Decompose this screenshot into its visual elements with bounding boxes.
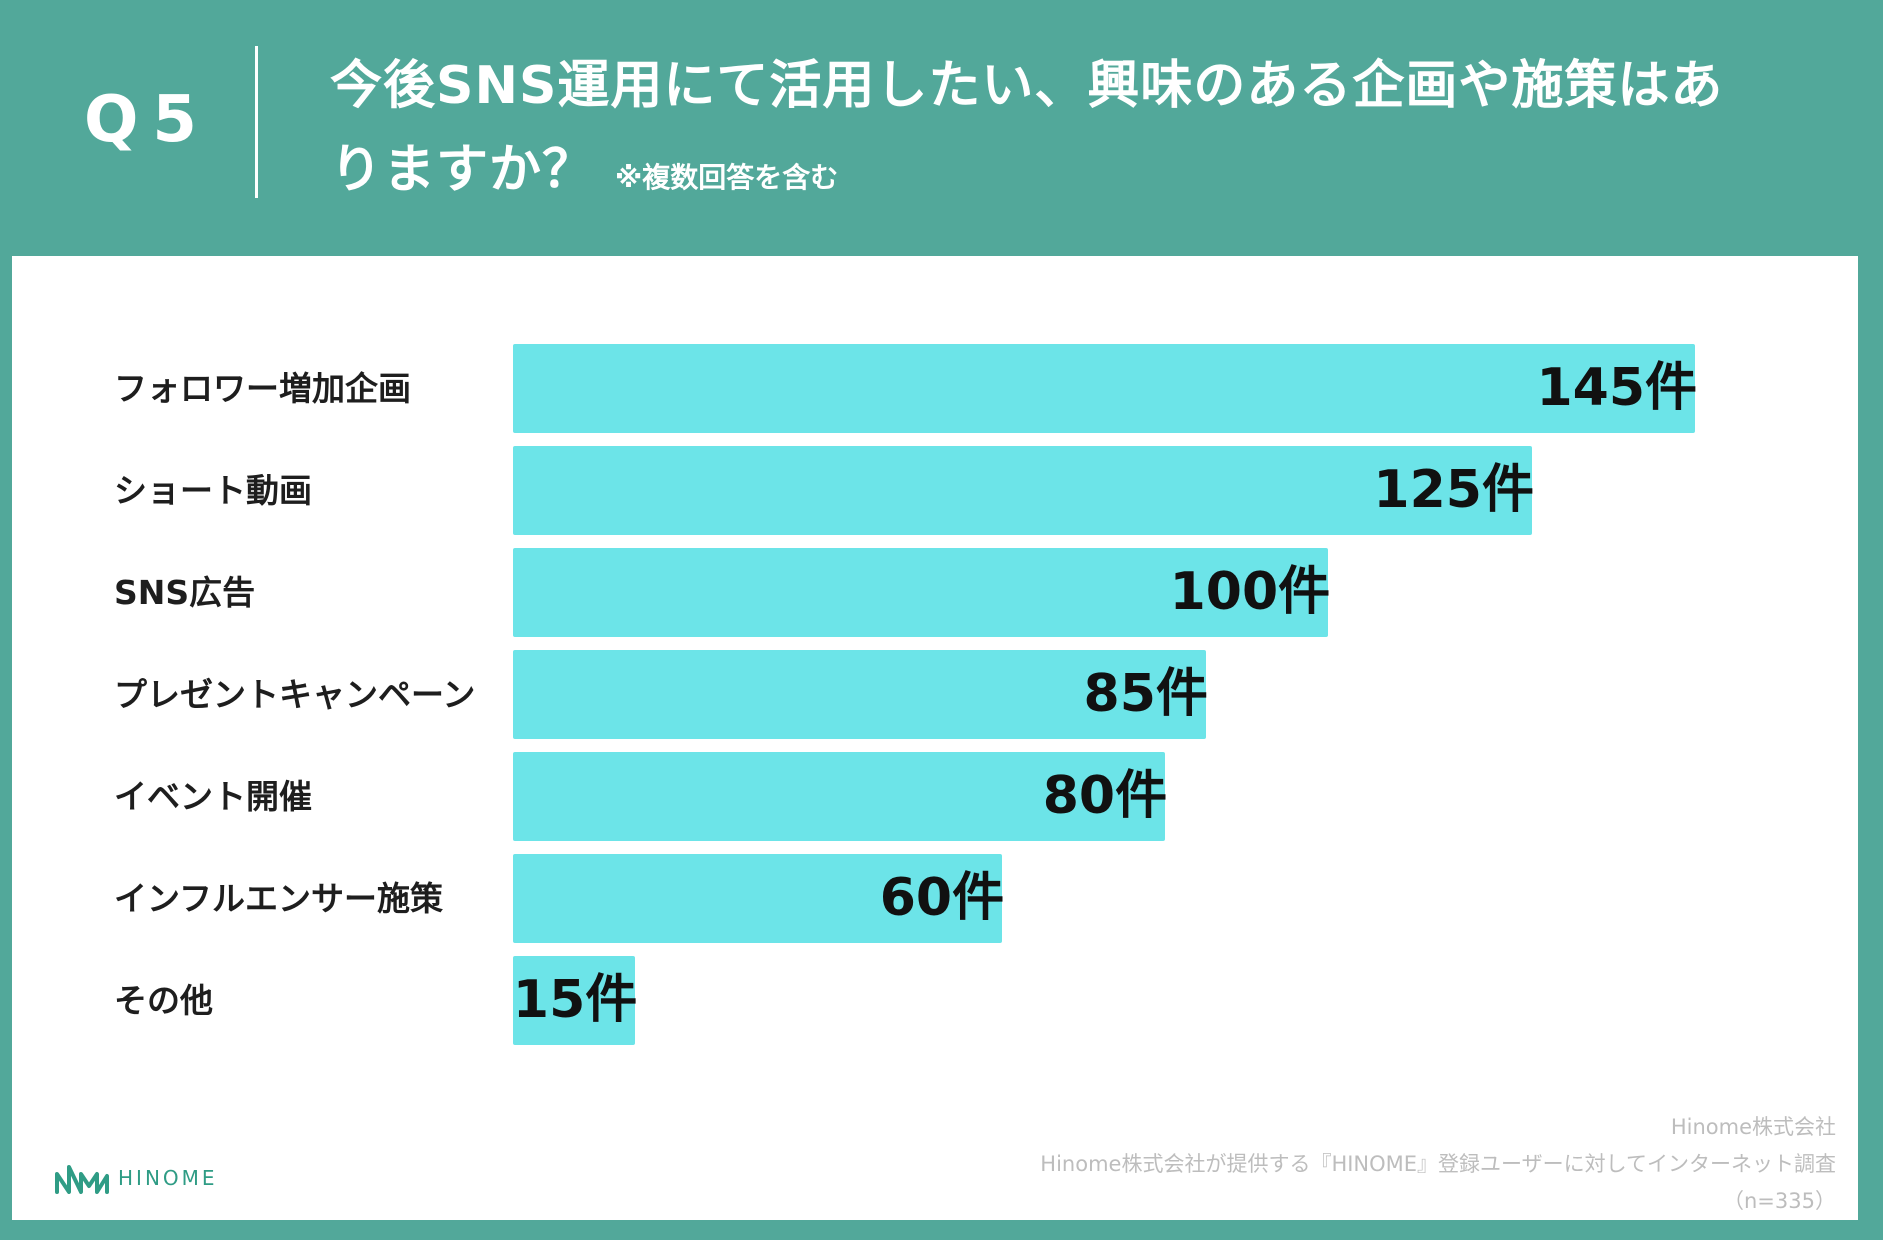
category-label: イベント開催	[114, 777, 312, 816]
value-label: 145件	[1536, 358, 1697, 418]
value-label: 60件	[879, 868, 1005, 928]
hinome-logo-icon	[55, 1165, 109, 1194]
bar	[513, 650, 1206, 739]
bar	[513, 344, 1695, 433]
category-label: プレゼントキャンペーン	[114, 675, 476, 714]
value-label: 15件	[512, 970, 638, 1030]
bar	[513, 446, 1532, 535]
bar	[513, 548, 1329, 637]
bar	[513, 854, 1003, 943]
category-label: その他	[114, 981, 213, 1020]
question-number: Q5	[84, 83, 211, 157]
value-label: 85件	[1083, 664, 1208, 724]
survey-source: Hinome株式会社 Hinome株式会社が提供する『HINOME』登録ユーザー…	[1040, 1109, 1836, 1220]
header-divider	[255, 46, 258, 198]
category-label: フォロワー増加企画	[114, 369, 411, 408]
multiple-answer-note: ※複数回答を含む	[615, 161, 839, 194]
sample-size: （n=335）	[1723, 1189, 1836, 1213]
bar-chart: フォロワー増加企画 145件ショート動画 125件 SNS広告 100件プレゼントキャン…	[12, 256, 1858, 1045]
chart-card: フォロワー増加企画 145件ショート動画 125件 SNS広告 100件プレゼントキャン…	[12, 256, 1858, 1220]
bar	[513, 956, 636, 1045]
question-title-line-1: 今後SNS運用にて活用したい、興味のある企画や施策はあ	[330, 56, 1724, 116]
survey-description: Hinome株式会社が提供する『HINOME』登録ユーザーに対してインターネット…	[1040, 1152, 1836, 1176]
value-label: 125件	[1373, 460, 1534, 520]
category-label: インフルエンサー施策	[114, 879, 444, 918]
logo-text: HINOME	[118, 1166, 218, 1190]
company-name: Hinome株式会社	[1670, 1115, 1836, 1139]
hinome-logo: HINOME	[54, 1162, 218, 1194]
value-label: 80件	[1042, 766, 1168, 826]
category-label: SNS広告	[114, 573, 256, 612]
category-label: ショート動画	[114, 471, 312, 510]
question-title: 今後SNS運用にて活用したい、興味のある企画や施策はあ りますか？ ※複数回答を含…	[330, 44, 1723, 220]
bar	[513, 752, 1166, 841]
question-header: Q5 今後SNS運用にて活用したい、興味のある企画や施策はあ りますか？ ※複数回…	[0, 0, 1883, 256]
value-label: 100件	[1169, 562, 1331, 622]
question-title-line-2-text: りますか？	[330, 140, 596, 200]
question-title-line-2: りますか？ ※複数回答を含む	[330, 128, 1723, 220]
